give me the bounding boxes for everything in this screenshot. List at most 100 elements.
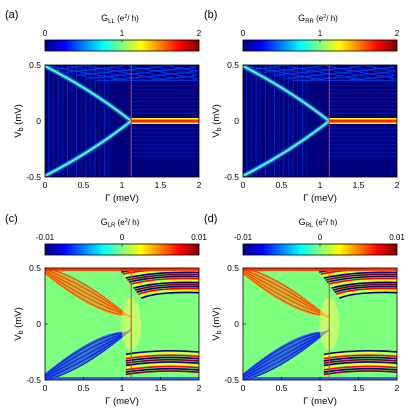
heatmap (243, 65, 397, 177)
y-axis-label-symbol: V (211, 334, 222, 341)
oscillation-band (125, 354, 199, 360)
cone-band (45, 331, 128, 375)
y-axis-label: Vb (mV) (13, 307, 25, 340)
colorbar-title-symbol: G (298, 13, 305, 23)
oscillation-band (323, 358, 397, 364)
oscillation-band (125, 363, 199, 369)
oscillation-band (125, 349, 199, 356)
subgap-band (85, 75, 198, 177)
oscillation-band (337, 289, 397, 297)
oscillation-band (323, 363, 397, 369)
panel-label: (c) (5, 213, 18, 225)
x-tick-label: 2 (197, 383, 202, 393)
y-axis-label-sub: b (18, 330, 25, 334)
panel-label: (a) (5, 9, 18, 21)
oscillation-band (323, 365, 397, 371)
y-axis-label: Vb (mV) (211, 104, 223, 137)
colorbar-title: GLL (e2/ h) (101, 13, 139, 25)
colorbar-title: GLR (e2/ h) (101, 217, 140, 229)
colorbar-title-sub: RR (305, 19, 314, 25)
y-axis-label-unit: (mV) (211, 307, 222, 330)
x-tick-label: 1.5 (155, 180, 167, 190)
oscillation-band (136, 285, 199, 293)
colorbar-tick-label: 0 (120, 233, 125, 242)
oscillation-band (338, 291, 397, 299)
oscillation-band (125, 358, 199, 364)
zbp-peak (131, 119, 199, 123)
subgap-band (274, 72, 394, 177)
x-tick-label: 0.5 (78, 383, 90, 393)
colorbar-title-sub: LL (108, 19, 115, 25)
x-tick-label: 0.5 (78, 180, 90, 190)
oscillation-band (125, 361, 199, 367)
oscillation-band (323, 367, 397, 373)
y-axis-label-symbol: V (13, 334, 24, 341)
colorbar-title-sup: 2 (124, 14, 127, 20)
colorbar-title-unit: (e (115, 14, 125, 23)
oscillation-band (329, 279, 397, 287)
y-tick-label: -0.5 (224, 172, 239, 182)
y-axis-label-unit: (mV) (13, 104, 24, 127)
y-axis-label: Vb (mV) (211, 307, 223, 340)
oscillation-band (323, 370, 397, 376)
oscillation-band (335, 287, 397, 295)
oscillation-band (325, 273, 397, 281)
oscillation-band (125, 365, 199, 371)
oscillation-band (125, 367, 199, 373)
colorbar-title-symbol: G (101, 13, 108, 23)
y-tick-label: 0.5 (227, 263, 239, 273)
y-axis-label-sub: b (216, 330, 223, 334)
oscillation-band (328, 277, 397, 285)
y-tick-label: 0.5 (29, 263, 41, 273)
y-tick-label: 0.5 (29, 60, 41, 70)
colorbar-tick-label: -0.01 (36, 233, 55, 242)
y-tick-label: 0 (234, 319, 239, 329)
x-axis-label: Γ (meV) (303, 193, 337, 204)
heatmap (243, 268, 397, 380)
colorbar-title-unit: (e (314, 14, 324, 23)
colorbar-title: GRL (e2/ h) (299, 217, 338, 229)
colorbar-title: GRR (e2/ h) (298, 13, 338, 25)
x-tick-label: 1 (120, 383, 125, 393)
panel-c: (c) GLR (e2/ h)-0.01 0 0.010 0.5 1 1.5 2-0.500.… (5, 213, 207, 407)
subgap-band (62, 68, 198, 177)
x-tick-label: 2 (395, 180, 400, 190)
subgap-band (108, 80, 198, 177)
gap-edge (45, 65, 132, 122)
x-tick-label: 0.5 (276, 383, 288, 393)
colorbar-tick-label: 0.01 (389, 233, 405, 242)
x-tick-label: 0 (241, 383, 246, 393)
oscillation-band (125, 352, 199, 358)
oscillation-band (137, 287, 199, 295)
colorbar-title-sub: RL (306, 223, 314, 229)
oscillation-band (323, 349, 397, 356)
subgap-band (306, 80, 396, 177)
x-tick-label: 0 (241, 180, 246, 190)
colorbar-tick-label: 0 (241, 29, 246, 38)
colorbar-tick-label: 2 (197, 29, 202, 38)
gap-edge (243, 65, 330, 122)
top-edge-band (45, 268, 199, 271)
subgap-band (48, 65, 196, 177)
colorbar-title-unit-end: / h) (127, 14, 139, 23)
colorbar-title-symbol: G (299, 217, 306, 227)
y-axis-label-symbol: V (13, 131, 24, 138)
top-edge-band (243, 268, 397, 271)
oscillation-band (331, 281, 397, 289)
oscillation-band (118, 268, 124, 269)
panel-a: (a) GLL (e2/ h)0 1 20 0.5 1 1.5 2-0.500.5Γ (meV… (5, 9, 202, 204)
colorbar-title-symbol: G (101, 217, 108, 227)
y-axis-label-unit: (mV) (211, 104, 222, 127)
colorbar-title-sup: 2 (323, 218, 326, 224)
colorbar-title-sup: 2 (323, 14, 326, 20)
x-tick-label: 2 (395, 383, 400, 393)
x-axis-label: Γ (meV) (105, 193, 139, 204)
oscillation-band (128, 275, 199, 283)
oscillation-band (131, 279, 199, 287)
y-tick-label: 0 (234, 116, 239, 126)
x-tick-label: 1.5 (353, 383, 365, 393)
subgap-band (76, 72, 196, 177)
panel-label: (d) (204, 213, 217, 225)
